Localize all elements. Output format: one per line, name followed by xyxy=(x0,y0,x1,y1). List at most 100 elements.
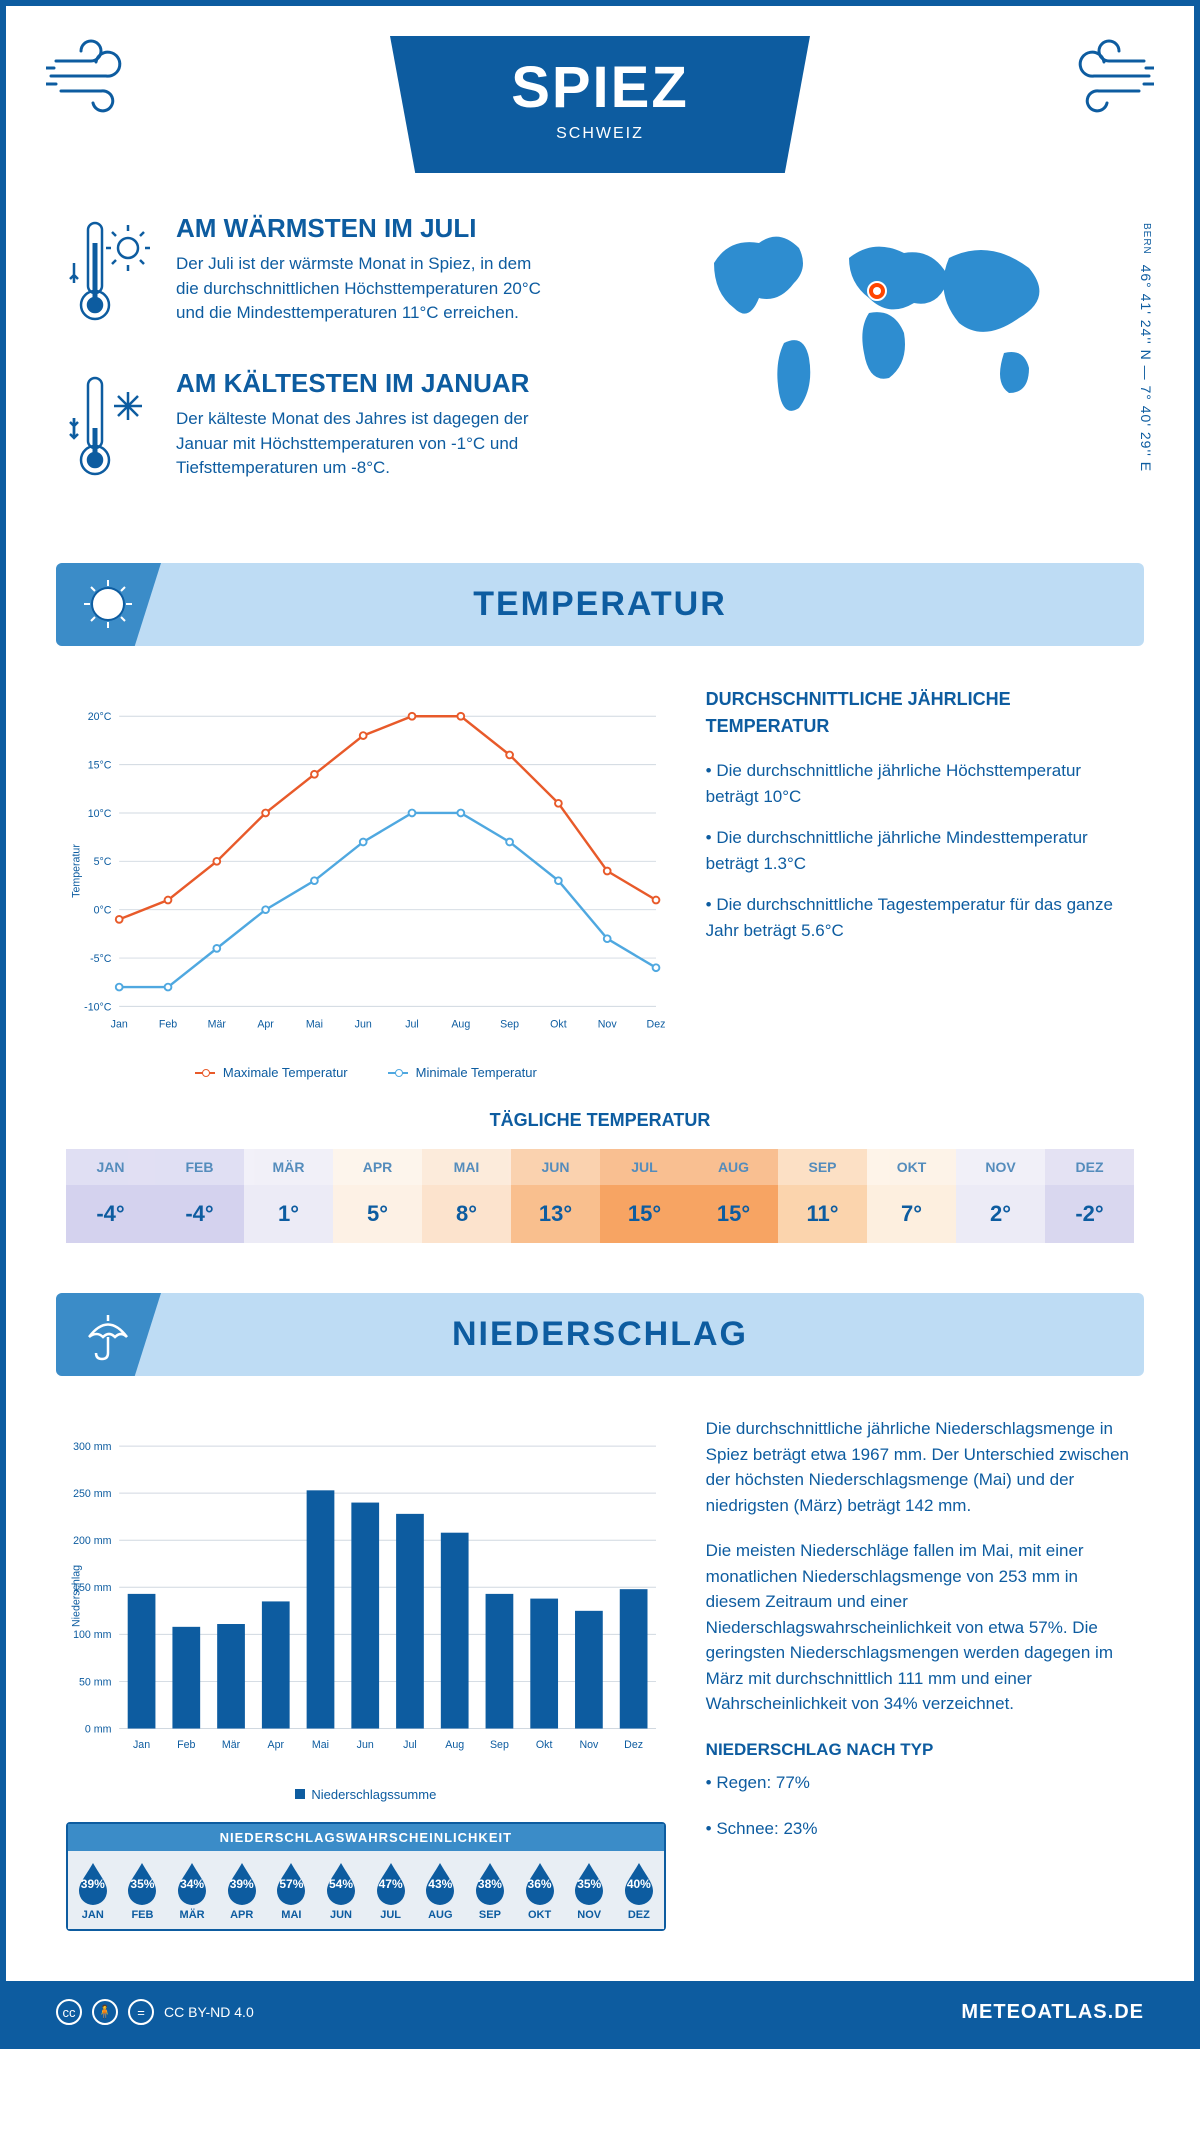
svg-text:Feb: Feb xyxy=(159,1019,177,1031)
coldest-block: AM KÄLTESTEN IM JANUAR Der kälteste Mona… xyxy=(66,368,664,488)
prob-cell: 39%JAN xyxy=(68,1851,118,1929)
raindrop-icon: 40% xyxy=(621,1861,657,1905)
prob-cell: 40%DEZ xyxy=(614,1851,664,1929)
svg-text:Okt: Okt xyxy=(550,1019,567,1031)
svg-text:0°C: 0°C xyxy=(94,905,112,917)
svg-text:Mai: Mai xyxy=(306,1019,323,1031)
precip-probability-panel: NIEDERSCHLAGSWAHRSCHEINLICHKEIT 39%JAN 3… xyxy=(66,1822,666,1931)
svg-text:Feb: Feb xyxy=(177,1739,195,1751)
svg-text:Mär: Mär xyxy=(208,1019,227,1031)
temp-info-bullet: • Die durchschnittliche jährliche Mindes… xyxy=(706,825,1134,876)
svg-text:Jan: Jan xyxy=(133,1739,150,1751)
sun-icon xyxy=(81,577,136,632)
daily-value: -4° xyxy=(66,1185,155,1243)
precip-p2: Die meisten Niederschläge fallen im Mai,… xyxy=(706,1538,1134,1717)
svg-text:Niederschlag: Niederschlag xyxy=(71,1565,83,1627)
precip-content: 0 mm50 mm100 mm150 mm200 mm250 mm300 mmJ… xyxy=(6,1376,1194,1951)
coldest-title: AM KÄLTESTEN IM JANUAR xyxy=(176,368,556,399)
svg-text:Jun: Jun xyxy=(357,1739,374,1751)
raindrop-icon: 34% xyxy=(174,1861,210,1905)
cc-icon: cc xyxy=(56,1999,82,2025)
daily-value: 7° xyxy=(867,1185,956,1243)
daily-temp-heading: TÄGLICHE TEMPERATUR xyxy=(66,1110,1134,1131)
umbrella-icon xyxy=(81,1307,136,1362)
raindrop-icon: 54% xyxy=(323,1861,359,1905)
wind-icon-right xyxy=(1034,36,1154,116)
svg-text:-5°C: -5°C xyxy=(90,953,112,965)
coordinates: BERN 46° 41' 24'' N — 7° 40' 29'' E xyxy=(1138,223,1154,472)
raindrop-icon: 39% xyxy=(75,1861,111,1905)
daily-value: -2° xyxy=(1045,1185,1134,1243)
raindrop-icon: 39% xyxy=(224,1861,260,1905)
header: SPIEZ SCHWEIZ xyxy=(6,6,1194,183)
svg-text:Apr: Apr xyxy=(267,1739,284,1751)
footer: cc 🧍 = CC BY-ND 4.0 METEOATLAS.DE xyxy=(6,1981,1194,2043)
svg-text:300 mm: 300 mm xyxy=(73,1441,112,1453)
daily-month: AUG xyxy=(689,1149,778,1185)
prob-cell: 36%OKT xyxy=(515,1851,565,1929)
prob-heading: NIEDERSCHLAGSWAHRSCHEINLICHKEIT xyxy=(68,1824,664,1851)
raindrop-icon: 35% xyxy=(124,1861,160,1905)
raindrop-icon: 36% xyxy=(522,1861,558,1905)
svg-text:15°C: 15°C xyxy=(88,759,112,771)
prob-cell: 34%MÄR xyxy=(167,1851,217,1929)
raindrop-icon: 43% xyxy=(422,1861,458,1905)
svg-text:200 mm: 200 mm xyxy=(73,1535,112,1547)
svg-text:-10°C: -10°C xyxy=(84,1001,112,1013)
prob-cell: 39%APR xyxy=(217,1851,267,1929)
top-info-section: AM WÄRMSTEN IM JULI Der Juli ist der wär… xyxy=(6,183,1194,563)
daily-value: 15° xyxy=(600,1185,689,1243)
precip-type-bullet: • Regen: 77% xyxy=(706,1770,1134,1796)
svg-text:Jun: Jun xyxy=(355,1019,372,1031)
svg-text:Aug: Aug xyxy=(451,1019,470,1031)
prob-cell: 38%SEP xyxy=(465,1851,515,1929)
title-banner: SPIEZ SCHWEIZ xyxy=(390,36,810,173)
precip-title: NIEDERSCHLAG xyxy=(56,1315,1144,1354)
precip-type-bullet: • Schnee: 23% xyxy=(706,1816,1134,1842)
page-title: SPIEZ xyxy=(470,54,730,121)
svg-text:Dez: Dez xyxy=(624,1739,643,1751)
warmest-text: Der Juli ist der wärmste Monat in Spiez,… xyxy=(176,252,556,326)
svg-text:Okt: Okt xyxy=(536,1739,553,1751)
precip-legend: Niederschlagssumme xyxy=(66,1787,666,1802)
svg-text:Apr: Apr xyxy=(257,1019,274,1031)
svg-text:50 mm: 50 mm xyxy=(79,1676,112,1688)
daily-value: 1° xyxy=(244,1185,333,1243)
warmest-block: AM WÄRMSTEN IM JULI Der Juli ist der wär… xyxy=(66,213,664,333)
precip-p1: Die durchschnittliche jährliche Niedersc… xyxy=(706,1416,1134,1518)
svg-text:0 mm: 0 mm xyxy=(85,1723,112,1735)
temp-info-bullet: • Die durchschnittliche jährliche Höchst… xyxy=(706,758,1134,809)
temperature-content: -10°C-5°C0°C5°C10°C15°C20°CJanFebMärAprM… xyxy=(6,646,1194,1100)
temp-chart-legend: Maximale Temperatur Minimale Temperatur xyxy=(66,1065,666,1080)
svg-text:100 mm: 100 mm xyxy=(73,1629,112,1641)
by-icon: 🧍 xyxy=(92,1999,118,2025)
raindrop-icon: 38% xyxy=(472,1861,508,1905)
daily-value: 11° xyxy=(778,1185,867,1243)
daily-month: DEZ xyxy=(1045,1149,1134,1185)
prob-cell: 43%AUG xyxy=(415,1851,465,1929)
svg-text:Nov: Nov xyxy=(579,1739,599,1751)
nd-icon: = xyxy=(128,1999,154,2025)
prob-cell: 54%JUN xyxy=(316,1851,366,1929)
svg-text:Sep: Sep xyxy=(500,1019,519,1031)
precip-section-header: NIEDERSCHLAG xyxy=(56,1293,1144,1376)
daily-value: 15° xyxy=(689,1185,778,1243)
temperature-title: TEMPERATUR xyxy=(56,585,1144,624)
license: cc 🧍 = CC BY-ND 4.0 xyxy=(56,1999,254,2025)
temperature-section-header: TEMPERATUR xyxy=(56,563,1144,646)
temp-info-bullet: • Die durchschnittliche Tagestemperatur … xyxy=(706,892,1134,943)
temperature-line-chart: -10°C-5°C0°C5°C10°C15°C20°CJanFebMärAprM… xyxy=(66,686,666,1056)
thermometer-hot-icon xyxy=(66,213,156,333)
svg-text:Mär: Mär xyxy=(222,1739,241,1751)
wind-icon-left xyxy=(46,36,166,116)
daily-month: JUN xyxy=(511,1149,600,1185)
temp-info-heading: DURCHSCHNITTLICHE JÄHRLICHE TEMPERATUR xyxy=(706,686,1134,740)
daily-value: 5° xyxy=(333,1185,422,1243)
daily-month: NOV xyxy=(956,1149,1045,1185)
thermometer-cold-icon xyxy=(66,368,156,488)
daily-month: JUL xyxy=(600,1149,689,1185)
daily-month: FEB xyxy=(155,1149,244,1185)
daily-month: SEP xyxy=(778,1149,867,1185)
precip-bar-chart: 0 mm50 mm100 mm150 mm200 mm250 mm300 mmJ… xyxy=(66,1416,666,1776)
daily-month: APR xyxy=(333,1149,422,1185)
